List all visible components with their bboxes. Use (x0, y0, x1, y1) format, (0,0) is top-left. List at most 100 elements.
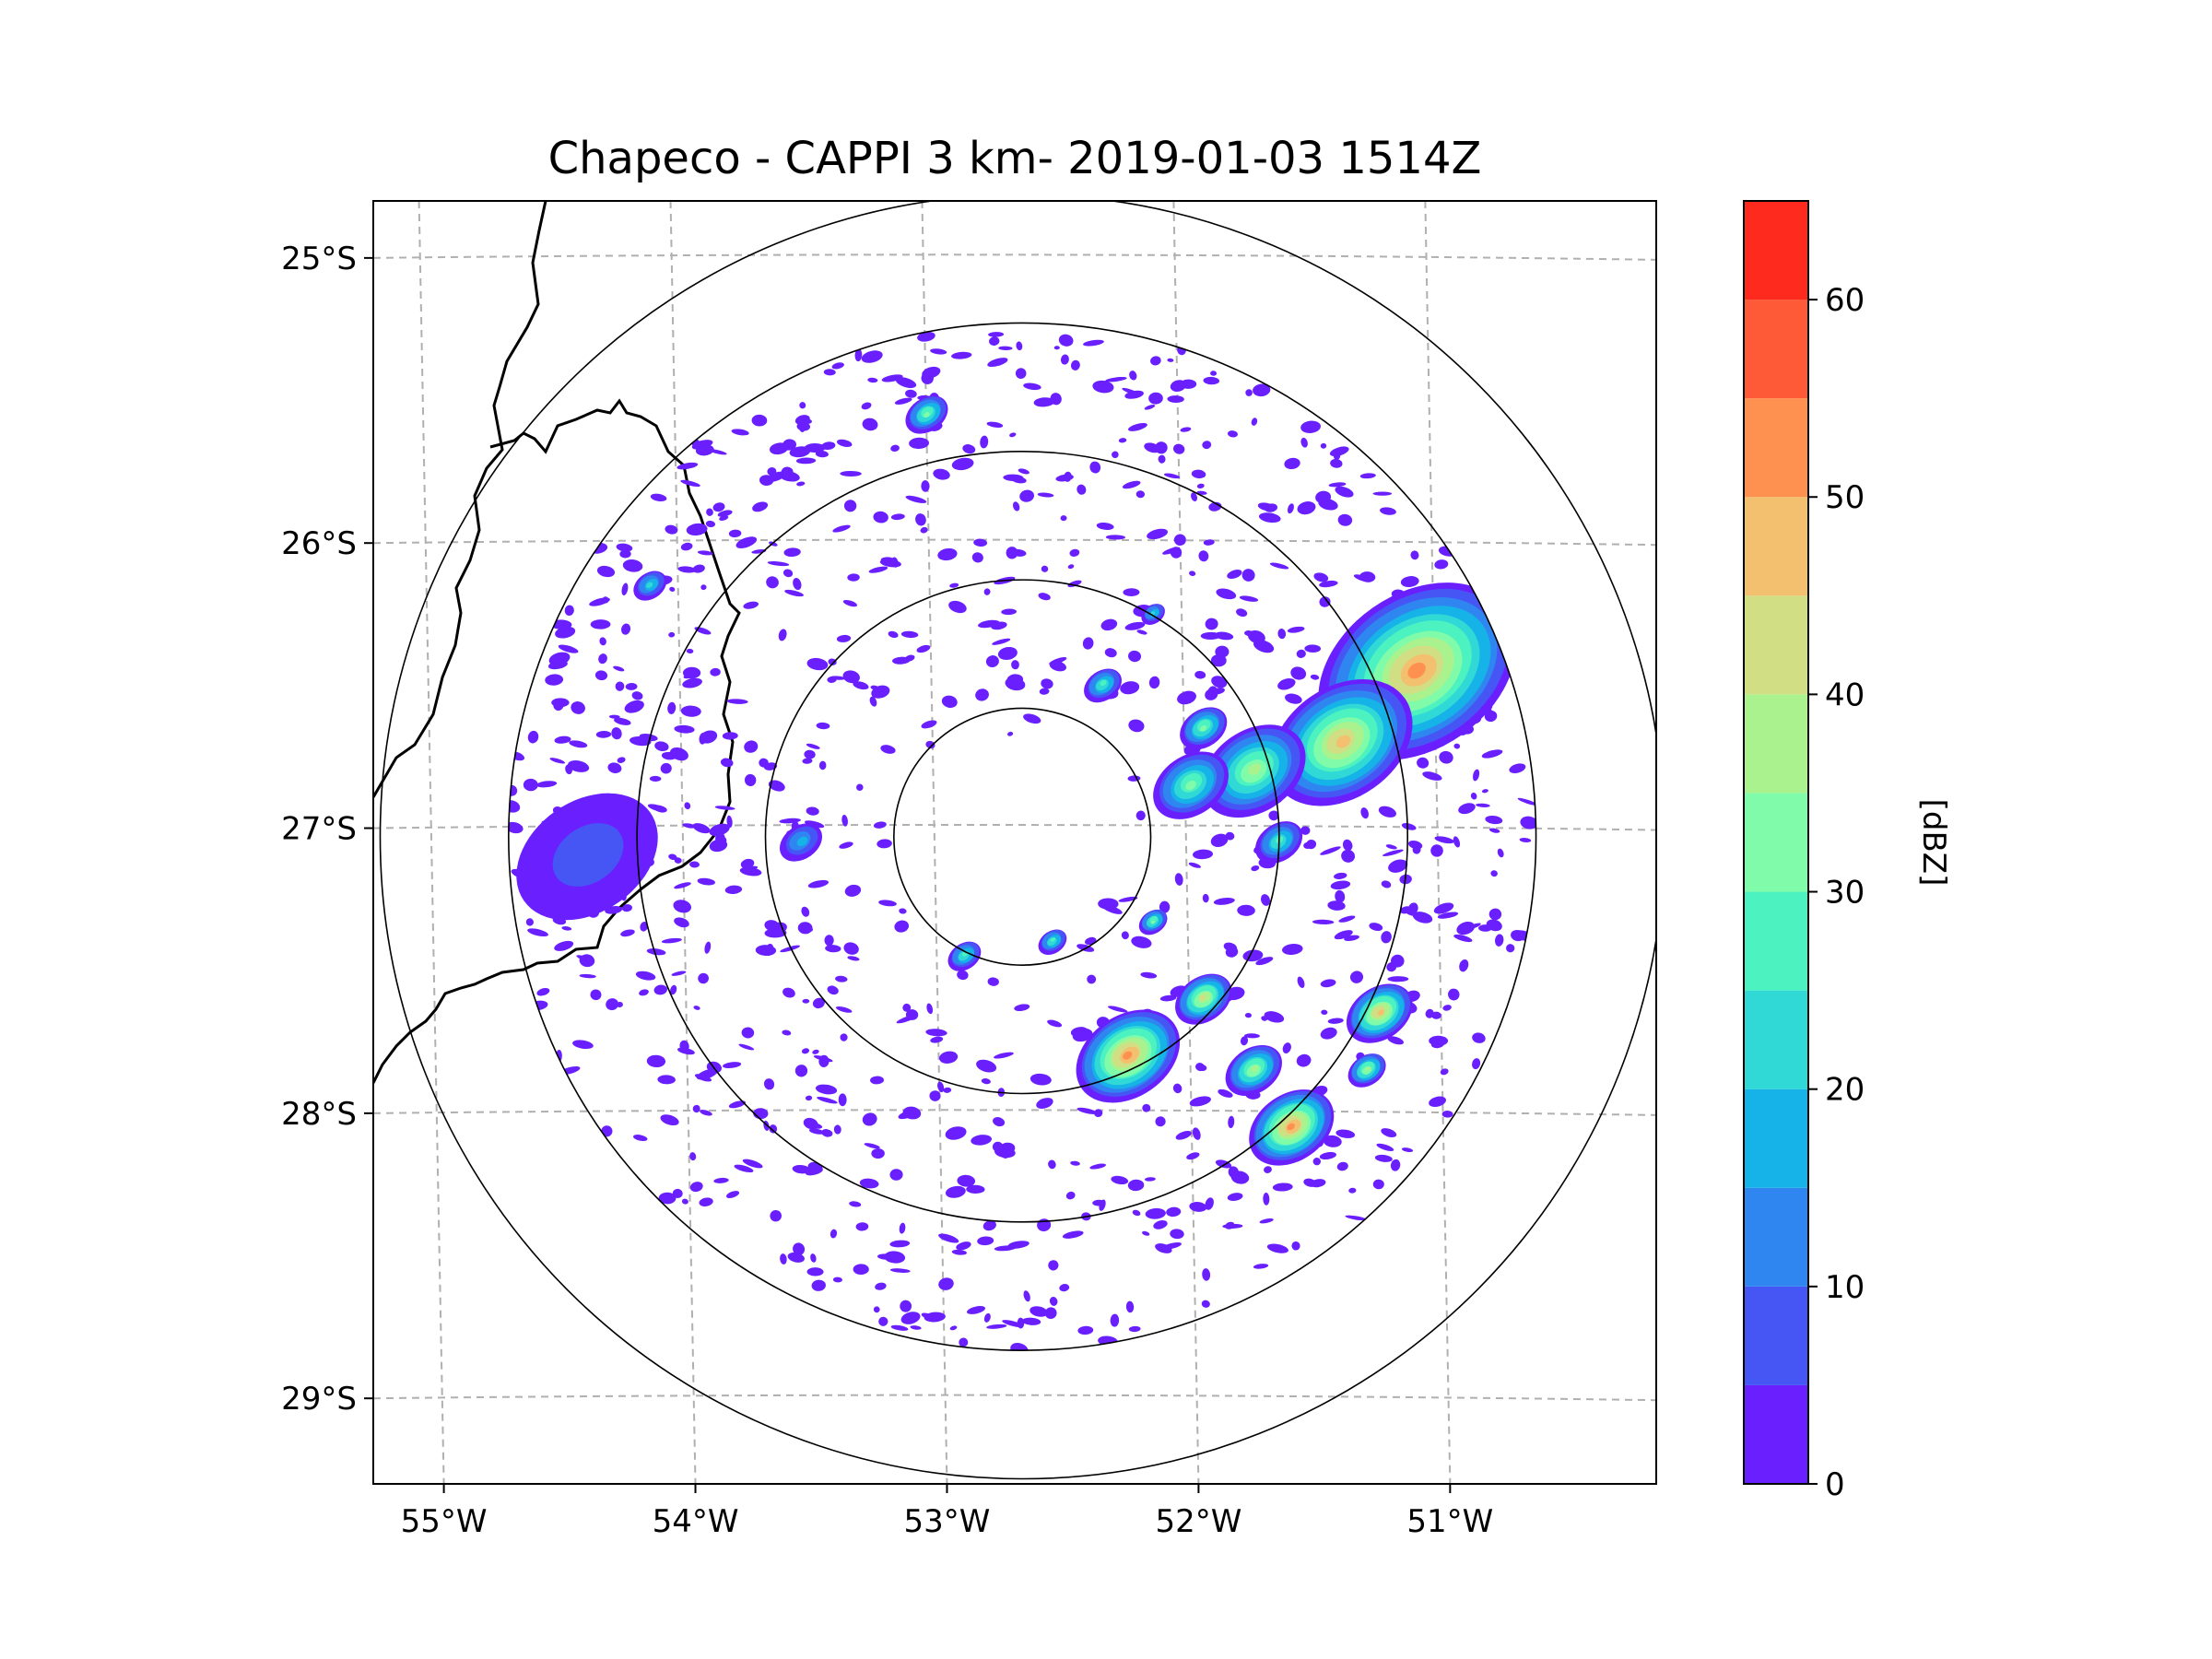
echo-speckle (1189, 1096, 1211, 1107)
echo-speckle (1239, 595, 1259, 602)
echo-speckle (744, 773, 757, 787)
echo-speckle (1122, 480, 1141, 489)
echo-speckle (853, 681, 869, 690)
echo-speckle (717, 510, 733, 517)
colorbar-segment-10 (1744, 398, 1808, 498)
echo-speckle (693, 1006, 700, 1010)
echo-speckle (1021, 1317, 1041, 1325)
echo-speckle (833, 1124, 841, 1135)
echo-speckle (667, 701, 677, 714)
echo-speckle (1011, 660, 1019, 670)
echo-speckle (1312, 1158, 1321, 1166)
colorbar-label: [dBZ] (1915, 799, 1952, 887)
echo-speckle (782, 439, 797, 451)
range-rings (379, 201, 1656, 1480)
echo-speckle (1144, 442, 1160, 453)
echo-speckle (635, 971, 656, 981)
echo-speckle (770, 1209, 782, 1222)
echo-speckle (839, 841, 853, 849)
echo-speckle (1291, 1241, 1300, 1251)
echo-speckle (799, 418, 812, 425)
echo-speckle (1050, 393, 1062, 406)
echo-speckle (1255, 957, 1274, 966)
y-tick-label-0: 25°S (281, 241, 357, 277)
echo-speckle (951, 457, 974, 471)
echo-speckle (1205, 618, 1218, 630)
echo-speckle (1059, 1284, 1070, 1292)
echo-speckle (686, 523, 708, 536)
echo-speckle (1087, 974, 1097, 984)
echo-speckle (900, 1312, 921, 1324)
echo-speckle (1128, 719, 1145, 733)
echo-speckle (1105, 376, 1127, 382)
echo-speckle (1440, 1068, 1449, 1076)
echo-speckle (508, 821, 524, 834)
echo-speckle (835, 975, 848, 982)
echo-speckle (1166, 1206, 1182, 1218)
echo-speckle (1128, 1325, 1141, 1333)
echo-speckle (805, 820, 825, 829)
echo-speckle (1320, 442, 1327, 449)
echo-speckle (1511, 929, 1525, 942)
echo-speckle (1189, 571, 1196, 576)
echo-speckle (1490, 870, 1498, 877)
echo-speckle (1300, 826, 1311, 835)
echo-speckle (670, 984, 677, 995)
echo-speckle (1244, 1012, 1253, 1018)
echo-speckle (1015, 368, 1027, 379)
echo-speckle (1381, 931, 1392, 944)
echo-speckle (792, 1164, 811, 1174)
echo-speckle (1430, 844, 1443, 857)
echo-speckle (900, 1300, 912, 1312)
echo-speckle (1485, 816, 1503, 825)
echo-speckle (766, 576, 779, 589)
echo-speckle (738, 1043, 755, 1051)
echo-speckle (1387, 976, 1409, 982)
echo-speckle (1288, 503, 1294, 514)
echo-speckle (735, 536, 758, 548)
echo-speckle (527, 730, 539, 744)
echo-speckle (579, 954, 595, 968)
echo-speckle (1297, 976, 1305, 988)
echo-speckle (1148, 392, 1163, 405)
echo-speckle (1044, 1307, 1057, 1320)
echo-speckle (1014, 1004, 1030, 1012)
echo-speckle (806, 1267, 824, 1277)
echo-speckle (998, 346, 1013, 350)
echo-speckle (677, 462, 699, 470)
colorbar-segment-7 (1744, 694, 1808, 794)
echo-speckle (1077, 1325, 1094, 1335)
range-ring-250km (379, 201, 1656, 1480)
echo-speckle (660, 1114, 679, 1126)
echo-speckle (759, 475, 774, 486)
colorbar-tick-label-2: 20 (1825, 1072, 1865, 1109)
y-tick-label-1: 26°S (281, 525, 357, 562)
colorbar-segment-9 (1744, 497, 1808, 596)
range-ring-50km (893, 707, 1152, 966)
echo-speckle (815, 1084, 838, 1095)
echo-speckle (1320, 1027, 1337, 1040)
echo-speckle (991, 621, 1007, 630)
echo-speckle (555, 626, 576, 639)
echo-speckle (1277, 677, 1296, 690)
echo-speckle (805, 1095, 813, 1101)
echo-speckle (1006, 674, 1024, 686)
echo-speckle (554, 940, 574, 951)
echo-speckle (801, 906, 810, 917)
echo-speckle (728, 529, 742, 538)
echo-speckle (1131, 935, 1152, 948)
echo-speckle (589, 597, 610, 606)
echo-speckle (986, 1324, 1007, 1329)
echo-speckle (1163, 473, 1181, 479)
echo-speckle (1476, 803, 1490, 807)
echo-speckle (1030, 1073, 1052, 1086)
echo-speckle (1140, 971, 1158, 979)
colorbar-segment-1 (1744, 1286, 1808, 1385)
echo-speckle (1062, 1230, 1084, 1239)
echo-speckle (867, 377, 878, 383)
echo-speckle (890, 444, 900, 453)
echo-speckle (799, 402, 806, 409)
echo-speckle (1012, 501, 1020, 512)
echo-speckle (1266, 1243, 1288, 1253)
echo-speckle (825, 945, 841, 953)
